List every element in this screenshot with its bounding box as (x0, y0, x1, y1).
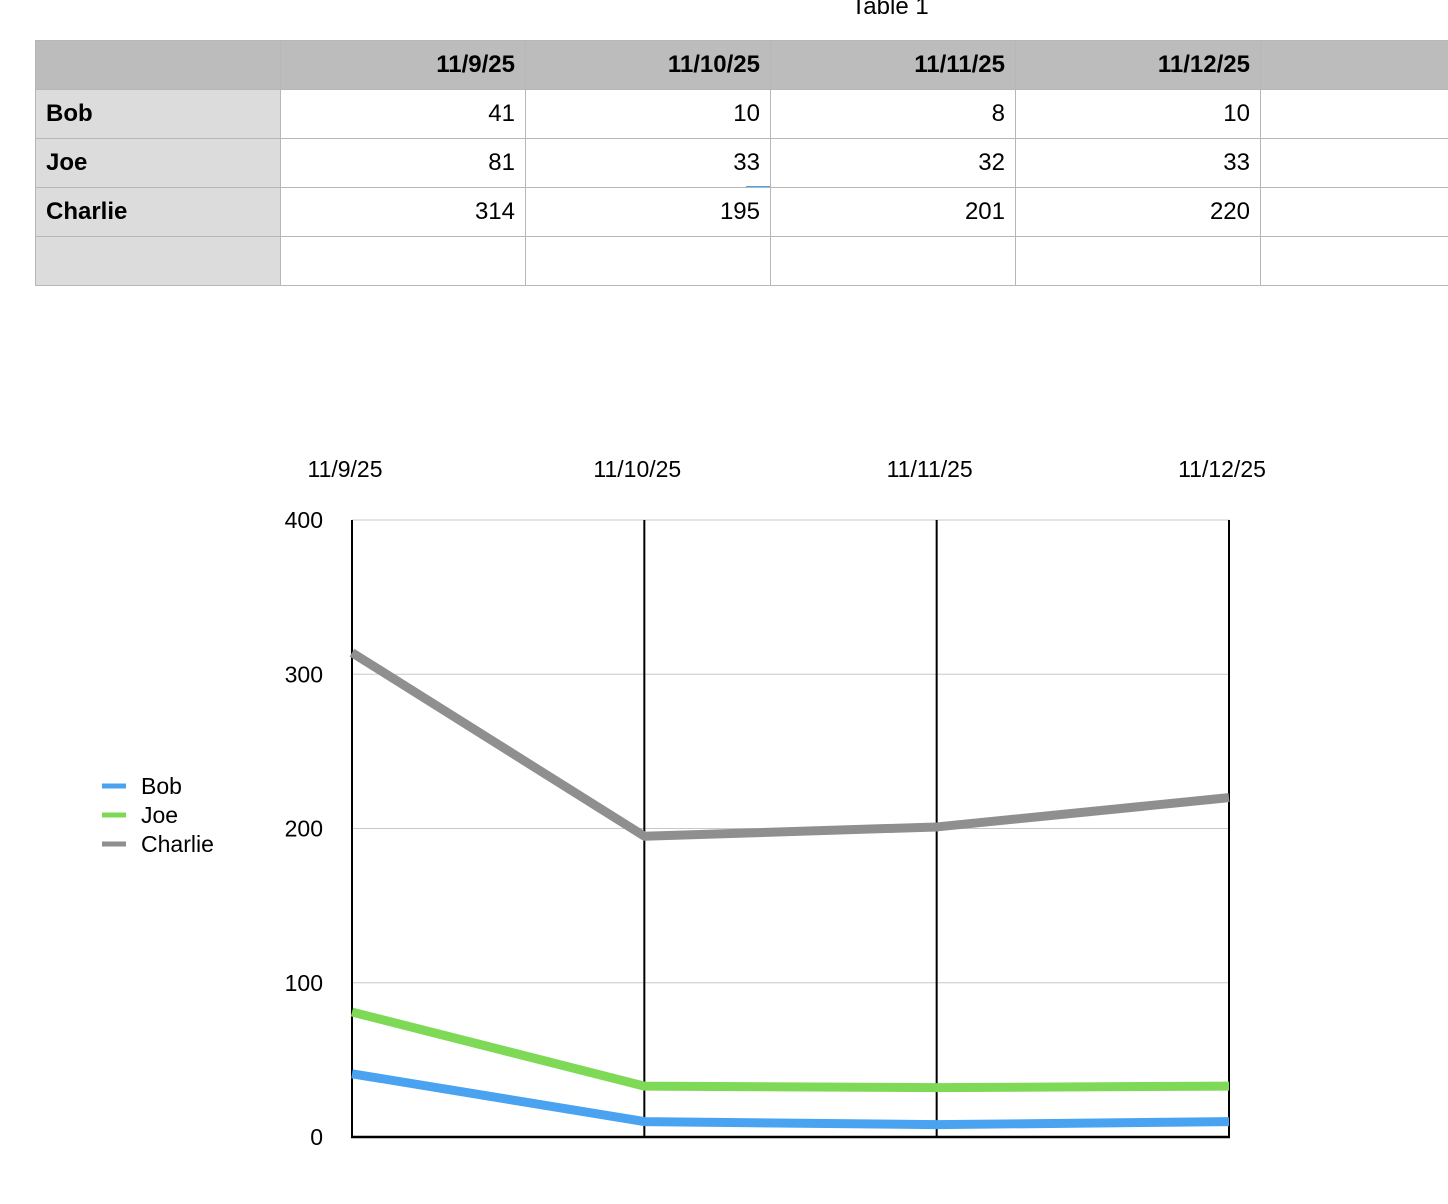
table-cell[interactable] (525, 236, 771, 286)
x-tick-label: 11/11/25 (887, 456, 973, 482)
table-cell[interactable]: 81 (280, 138, 526, 188)
table-cell[interactable]: 33 (1015, 138, 1261, 188)
table-cell[interactable] (280, 236, 526, 286)
legend-label: Charlie (141, 831, 214, 857)
table-row (35, 236, 1448, 286)
row-header-cell[interactable]: Charlie (35, 187, 281, 237)
table-cell[interactable]: 314 (280, 187, 526, 237)
row-header-cell[interactable]: Bob (35, 89, 281, 139)
series-line-charlie (349, 648, 1230, 841)
x-tick-label: 11/9/25 (307, 456, 382, 482)
table-cell[interactable] (1260, 236, 1448, 286)
y-tick-label: 200 (285, 816, 323, 842)
header-cell[interactable]: 11/12/25 (1015, 40, 1261, 90)
table-cell[interactable] (1260, 187, 1448, 237)
table-cell-value: 33 (733, 149, 760, 176)
line-chart[interactable]: 0 100 200 300 400 11/9/25 11/10/25 11/11/25 11/1… (0, 440, 1448, 1204)
header-cell[interactable] (35, 40, 281, 90)
data-table: 11/9/25 11/10/25 11/11/25 11/12/25 Bob 4… (35, 40, 1448, 286)
selected-cell[interactable]: 33 (525, 138, 771, 188)
table-cell[interactable] (770, 236, 1016, 286)
header-row: 11/9/25 11/10/25 11/11/25 11/12/25 (35, 40, 1448, 90)
table-cell[interactable]: 10 (1015, 89, 1261, 139)
table-cell[interactable]: 32 (770, 138, 1016, 188)
table-cell[interactable]: 220 (1015, 187, 1261, 237)
table-row: Joe 81 33 32 33 (35, 138, 1448, 188)
header-cell[interactable]: 11/10/25 (525, 40, 771, 90)
table-cell[interactable]: 201 (770, 187, 1016, 237)
x-tick-label: 11/10/25 (593, 456, 681, 482)
table-cell[interactable]: 10 (525, 89, 771, 139)
legend-label: Joe (141, 802, 178, 828)
table-cell[interactable] (1260, 138, 1448, 188)
legend-label: Bob (141, 773, 182, 799)
row-header-cell[interactable]: Joe (35, 138, 281, 188)
series-line-joe (350, 1007, 1230, 1093)
y-tick-label: 100 (285, 970, 323, 996)
cell-selection-indicator (746, 186, 770, 187)
header-cell[interactable]: 11/11/25 (770, 40, 1016, 90)
table-row: Charlie 314 195 201 220 (35, 187, 1448, 237)
table-cell[interactable] (1260, 89, 1448, 139)
table-row: Bob 41 10 8 10 (35, 89, 1448, 139)
table-cell[interactable]: 8 (770, 89, 1016, 139)
header-cell[interactable] (1260, 40, 1448, 90)
row-header-cell[interactable] (35, 236, 281, 286)
table-cell[interactable]: 41 (280, 89, 526, 139)
y-tick-label: 0 (310, 1124, 323, 1150)
table-cell[interactable]: 195 (525, 187, 771, 237)
table-title: Table 1 (851, 0, 929, 20)
y-tick-label: 300 (285, 661, 323, 687)
y-tick-label: 400 (285, 507, 323, 533)
series-line-bob (351, 1069, 1230, 1130)
x-tick-label: 11/12/25 (1178, 456, 1266, 482)
header-cell[interactable]: 11/9/25 (280, 40, 526, 90)
table-cell[interactable] (1015, 236, 1261, 286)
